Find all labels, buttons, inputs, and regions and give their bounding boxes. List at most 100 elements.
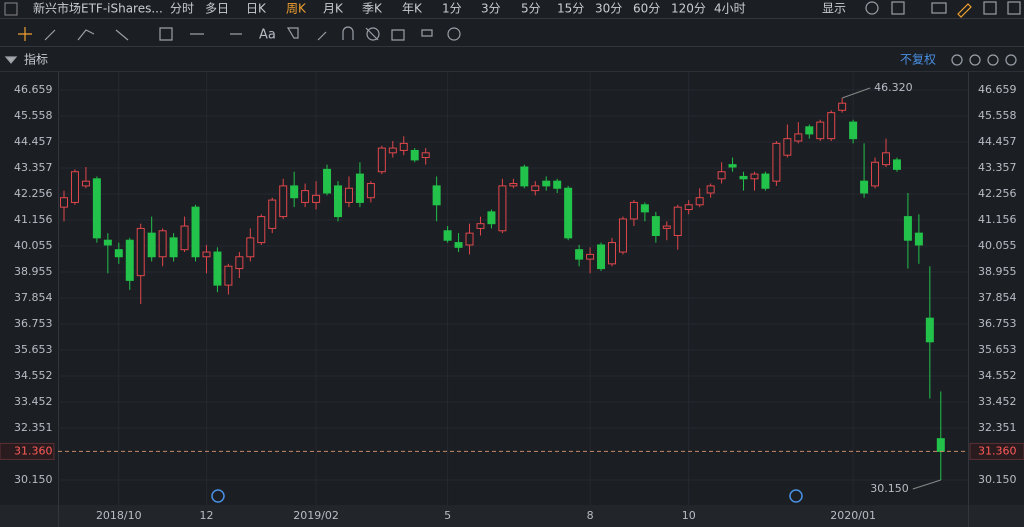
y-tick-label: 43.357 — [978, 161, 1017, 174]
candle-body — [301, 190, 310, 203]
candle-body — [103, 239, 112, 246]
candle-body — [498, 185, 507, 232]
candle-body — [575, 249, 584, 260]
last-price-label: 31.360 — [978, 444, 1017, 457]
y-tick-label: 35.653 — [14, 343, 53, 356]
candle-body — [268, 199, 277, 229]
candle-body — [783, 138, 792, 156]
candle-body — [312, 194, 321, 203]
timeframe-tab[interactable]: 分时 — [170, 2, 194, 16]
x-tick-label: 2019/02 — [293, 509, 339, 522]
candle-body — [564, 187, 573, 239]
timeframe-tab[interactable]: 5分 — [521, 2, 541, 16]
timeframe-tab[interactable]: 120分 — [671, 2, 706, 16]
x-tick-label: 5 — [444, 509, 451, 522]
timeframe-tab[interactable]: 周K — [286, 2, 307, 16]
x-tick-label: 8 — [587, 509, 594, 522]
symbol[interactable]: 新兴市场ETF-iShares... — [33, 1, 163, 16]
timeframe-tab[interactable]: 多日 — [205, 2, 229, 16]
candle-body — [717, 171, 726, 180]
annotation-leader — [841, 87, 871, 99]
candle-body — [432, 185, 441, 206]
candle-body — [465, 232, 474, 246]
display-menu[interactable]: 显示 — [822, 2, 846, 16]
y-tick-label: 34.552 — [978, 369, 1017, 382]
y-tick-label: 46.659 — [14, 83, 53, 96]
candle-body — [323, 168, 332, 194]
candle-body — [279, 185, 288, 218]
candle-body — [366, 183, 375, 199]
timeframe-tab[interactable]: 3分 — [481, 2, 501, 16]
candle-body — [399, 142, 408, 151]
timeframe-tab[interactable]: 15分 — [557, 2, 584, 16]
x-axis-band — [0, 505, 1024, 527]
candle-body — [892, 159, 901, 170]
y-tick-label: 37.854 — [14, 291, 53, 304]
timeframe-tab[interactable]: 60分 — [633, 2, 660, 16]
last-price-tag — [0, 442, 55, 460]
candle-body — [257, 216, 266, 244]
candle-body — [235, 256, 244, 270]
y-tick-label: 41.156 — [14, 213, 53, 226]
candle-body — [410, 149, 419, 161]
menu-icon[interactable] — [4, 2, 18, 16]
y-tick-label: 38.955 — [978, 265, 1017, 278]
candle-body — [871, 161, 880, 187]
timeframe-tab[interactable]: 季K — [362, 2, 383, 16]
candle-body — [224, 265, 233, 286]
y-tick-label: 34.552 — [14, 369, 53, 382]
timeframe-tab[interactable]: 4小时 — [714, 2, 746, 16]
candle-body — [597, 244, 606, 270]
candle-body — [794, 133, 803, 142]
candle-body — [586, 253, 595, 260]
candle-body — [761, 173, 770, 189]
candle-body — [81, 180, 90, 187]
y-tick-label: 32.351 — [978, 421, 1017, 434]
timeframe-tab[interactable]: 月K — [323, 2, 344, 16]
candle-body — [750, 173, 759, 180]
candle-body — [114, 249, 123, 258]
candle-body — [531, 185, 540, 192]
y-tick-label: 38.955 — [14, 265, 53, 278]
x-tick-label: 2018/10 — [96, 509, 142, 522]
candle-body — [618, 218, 627, 253]
y-tick-label: 33.452 — [14, 395, 53, 408]
event-icon[interactable] — [211, 489, 225, 503]
y-tick-label: 36.753 — [14, 317, 53, 330]
adjust-mode[interactable]: 不复权 — [900, 53, 936, 67]
candle-body — [684, 204, 693, 211]
y-tick-label: 35.653 — [978, 343, 1017, 356]
last-price-tag — [969, 442, 1024, 460]
candle-body — [640, 204, 649, 213]
candle-body — [180, 225, 189, 251]
y-tick-label: 33.452 — [978, 395, 1017, 408]
y-tick-label: 46.659 — [978, 83, 1017, 96]
candle-body — [476, 223, 485, 229]
candle-body — [169, 237, 178, 258]
event-icon[interactable] — [789, 489, 803, 503]
y-tick-label: 44.457 — [978, 135, 1017, 148]
text-tool[interactable]: Aa — [259, 28, 276, 43]
toolbar-icons — [4, 1, 1021, 66]
timeframe-tab[interactable]: 1分 — [442, 2, 462, 16]
candle-body — [92, 178, 101, 239]
timeframe-tab[interactable]: 日K — [246, 2, 267, 16]
candle-body — [355, 173, 364, 203]
candle-body — [334, 185, 342, 218]
indicator-label[interactable]: 指标 — [24, 52, 48, 67]
y-tick-label: 36.753 — [978, 317, 1017, 330]
candle-body — [772, 142, 781, 182]
candle-body — [882, 152, 890, 166]
candle-body — [651, 216, 660, 236]
timeframe-tab[interactable]: 年K — [402, 2, 423, 16]
y-tick-label: 45.558 — [14, 109, 53, 122]
y-tick-label: 42.256 — [978, 187, 1017, 200]
min-annotation: 30.150 — [870, 482, 909, 495]
candle-body — [60, 197, 68, 208]
candle-body — [246, 237, 255, 258]
candle-body — [509, 183, 518, 187]
candle-body — [290, 185, 299, 199]
candle-body — [816, 121, 825, 140]
timeframe-tab[interactable]: 30分 — [595, 2, 622, 16]
y-tick-label: 45.558 — [978, 109, 1017, 122]
